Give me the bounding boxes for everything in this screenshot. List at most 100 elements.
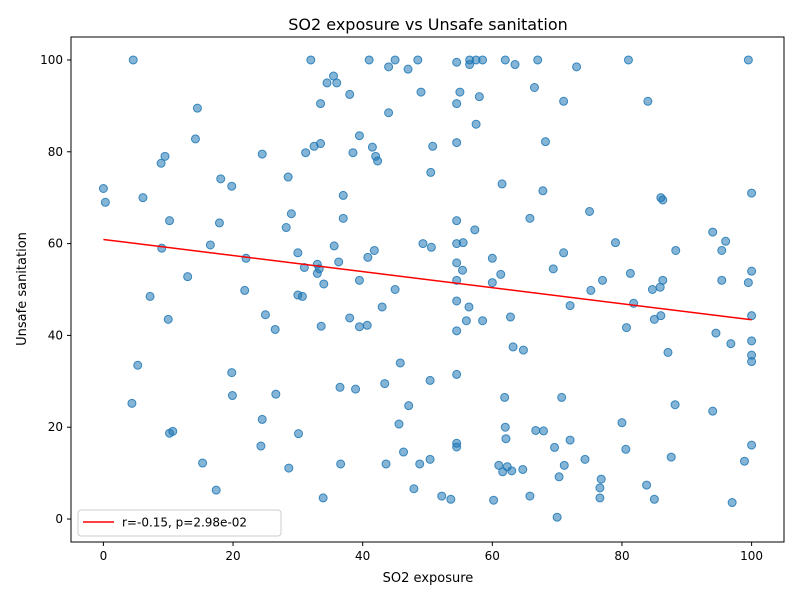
data-point bbox=[306, 55, 316, 65]
data-point bbox=[496, 269, 506, 279]
data-point bbox=[336, 459, 346, 469]
data-point bbox=[354, 131, 364, 141]
data-point bbox=[478, 55, 488, 65]
data-point bbox=[565, 435, 575, 445]
data-point bbox=[281, 223, 291, 233]
data-point bbox=[157, 243, 167, 253]
data-point bbox=[708, 227, 718, 237]
data-point bbox=[416, 87, 426, 97]
data-point bbox=[743, 55, 753, 65]
data-point bbox=[666, 452, 676, 462]
data-point bbox=[525, 491, 535, 501]
data-point bbox=[539, 426, 549, 436]
data-point bbox=[363, 252, 373, 262]
data-point bbox=[260, 310, 270, 320]
data-point bbox=[518, 345, 528, 355]
data-point bbox=[655, 282, 665, 292]
data-point bbox=[384, 62, 394, 72]
data-point bbox=[138, 193, 148, 203]
legend: r=-0.15, p=2.98e-02 bbox=[77, 509, 282, 537]
data-point bbox=[747, 336, 757, 346]
data-point bbox=[446, 494, 456, 504]
data-point bbox=[192, 103, 202, 113]
data-point bbox=[717, 245, 727, 255]
y-axis-label: Unsafe sanitation bbox=[15, 232, 30, 346]
data-point bbox=[747, 440, 757, 450]
data-point bbox=[216, 174, 226, 184]
data-point bbox=[474, 92, 484, 102]
data-point bbox=[390, 55, 400, 65]
data-point bbox=[133, 360, 143, 370]
data-point bbox=[617, 418, 627, 428]
data-point bbox=[426, 242, 436, 252]
data-point bbox=[240, 285, 250, 295]
data-point bbox=[271, 389, 281, 399]
data-point bbox=[425, 454, 435, 464]
data-point bbox=[501, 434, 511, 444]
data-point bbox=[409, 484, 419, 494]
data-point bbox=[425, 375, 435, 385]
data-point bbox=[623, 55, 633, 65]
data-point bbox=[658, 195, 668, 205]
x-tick-label: 80 bbox=[614, 549, 629, 563]
data-point bbox=[586, 285, 596, 295]
data-point bbox=[747, 311, 757, 321]
data-point bbox=[610, 238, 620, 248]
data-point bbox=[726, 339, 736, 349]
data-point bbox=[227, 391, 237, 401]
data-point bbox=[554, 472, 564, 482]
x-tick-label: 60 bbox=[485, 549, 500, 563]
data-point bbox=[301, 148, 311, 158]
data-point bbox=[572, 62, 582, 72]
data-point bbox=[127, 398, 137, 408]
data-point bbox=[165, 216, 175, 226]
data-point bbox=[663, 347, 673, 357]
data-point bbox=[183, 272, 193, 282]
data-point bbox=[348, 148, 358, 158]
data-point bbox=[299, 262, 309, 272]
data-point bbox=[351, 384, 361, 394]
data-point bbox=[452, 258, 462, 268]
data-point bbox=[671, 245, 681, 255]
x-tick-label: 0 bbox=[100, 549, 108, 563]
data-point bbox=[487, 278, 497, 288]
data-point bbox=[711, 328, 721, 338]
data-point bbox=[497, 179, 507, 189]
data-point bbox=[559, 248, 569, 258]
data-point bbox=[739, 456, 749, 466]
data-point bbox=[747, 266, 757, 276]
data-point bbox=[381, 459, 391, 469]
data-point bbox=[557, 392, 567, 402]
data-point bbox=[413, 55, 423, 65]
data-point bbox=[163, 314, 173, 324]
data-point bbox=[494, 460, 504, 470]
marks-layer bbox=[98, 55, 757, 522]
data-point bbox=[595, 493, 605, 503]
data-point bbox=[625, 268, 635, 278]
data-point bbox=[452, 239, 462, 249]
data-point bbox=[227, 368, 237, 378]
data-point bbox=[384, 108, 394, 118]
data-point bbox=[338, 213, 348, 223]
data-point bbox=[621, 323, 631, 333]
data-point bbox=[507, 466, 517, 476]
data-point bbox=[548, 264, 558, 274]
data-point bbox=[643, 96, 653, 106]
data-point bbox=[395, 358, 405, 368]
data-point bbox=[190, 134, 200, 144]
data-point bbox=[394, 419, 404, 429]
data-point bbox=[369, 245, 379, 255]
data-point bbox=[559, 460, 569, 470]
data-point bbox=[452, 326, 462, 336]
data-point bbox=[283, 172, 293, 182]
data-point bbox=[452, 57, 462, 67]
data-point bbox=[487, 253, 497, 263]
data-point bbox=[286, 209, 296, 219]
data-point bbox=[319, 279, 329, 289]
data-point bbox=[465, 60, 475, 70]
data-point bbox=[160, 151, 170, 161]
data-point bbox=[145, 291, 155, 301]
data-point bbox=[399, 447, 409, 457]
data-point bbox=[552, 512, 562, 522]
data-point bbox=[338, 190, 348, 200]
